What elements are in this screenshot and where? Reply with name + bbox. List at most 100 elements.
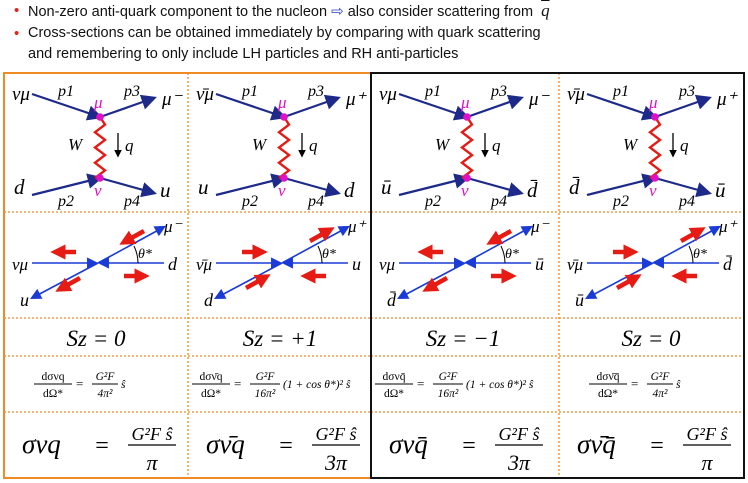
upper-vertex-dot <box>463 113 471 121</box>
dsigma-numerator: dσν̄q <box>200 371 223 383</box>
spin-arrow <box>55 276 82 292</box>
momentum-p3-label: p3 <box>307 83 324 100</box>
bullet-dot-icon: • <box>14 25 20 42</box>
total-numerator: G²F ŝ <box>316 424 358 444</box>
spin-arrow <box>615 274 642 290</box>
total-numerator: G²F ŝ <box>132 424 174 444</box>
lower-vertex-dot <box>463 174 471 182</box>
implies-arrow-icon: ⇨ <box>331 3 344 20</box>
w-boson-propagator <box>93 116 107 179</box>
w-boson-label: W <box>435 135 451 154</box>
outgoing-lepton-line <box>99 94 157 119</box>
rhs-numerator: G²F <box>96 371 116 383</box>
rhs-numerator: G²F <box>651 371 671 383</box>
outgoing-lepton-line <box>466 94 524 119</box>
rhs-angular-factor: ŝ <box>121 379 126 391</box>
cm-scattered-quark-label: d̄ <box>387 290 397 310</box>
spin-arrow <box>679 227 706 243</box>
incoming-quark-label: d̄ <box>569 175 580 199</box>
dsigma-denominator: dΩ* <box>598 388 618 400</box>
cm-incoming-quark-label: d <box>168 254 178 274</box>
total-numerator: G²F ŝ <box>499 424 541 444</box>
incoming-lepton-label: ν̄μ <box>196 84 214 105</box>
bullet-1-tail: also consider scattering from <box>347 4 534 20</box>
scattering-angle-arc <box>133 245 139 264</box>
total-equals-sign: = <box>95 433 109 459</box>
outgoing-quark-line <box>283 176 341 198</box>
momentum-p1-label: p1 <box>424 83 441 100</box>
cm-scattered-quark-label: u <box>20 290 29 310</box>
scattered-lepton-cm-line <box>464 225 533 264</box>
outgoing-quark-label: u <box>160 178 171 202</box>
outgoing-lepton-line <box>654 94 712 119</box>
lower-vertex-label: ν <box>461 181 469 200</box>
sigma-total-label: σνq <box>22 429 61 459</box>
sigma-total-label: σν̄q <box>206 429 245 459</box>
spin-projection-label: Sz = 0 <box>622 326 681 351</box>
incoming-quark-label: ū <box>381 175 392 199</box>
momentum-p4-label: p4 <box>307 193 324 210</box>
upper-vertex-label: μ <box>277 93 287 112</box>
scattered-quark-cm-line <box>30 262 99 300</box>
incoming-lepton-line <box>398 92 470 121</box>
scattering-angle-arc <box>500 245 506 264</box>
total-equals-sign: = <box>650 433 664 459</box>
rhs-denominator: 16π² <box>255 388 276 400</box>
theta-star-label: θ* <box>505 247 519 262</box>
momentum-p2-label: p2 <box>612 193 629 210</box>
incoming-quark-line <box>398 173 470 197</box>
scattered-lepton-cm-line <box>97 225 166 264</box>
incoming-quark-line <box>586 173 658 197</box>
incoming-lepton-line <box>31 92 103 121</box>
rhs-angular-factor: ŝ <box>676 379 681 391</box>
dsigma-numerator: dσνq̄ <box>383 371 406 383</box>
momentum-p4-label: p4 <box>678 193 695 210</box>
bullet-dot-icon: • <box>14 2 20 19</box>
scattering-angle-arc <box>317 245 323 264</box>
incoming-lepton-line <box>586 92 658 121</box>
momentum-q-label: q <box>125 136 134 155</box>
cm-incoming-lepton-label: νμ <box>12 255 28 274</box>
w-boson-label: W <box>68 135 84 154</box>
upper-vertex-dot <box>96 113 104 121</box>
spin-arrow <box>119 229 146 245</box>
lower-vertex-label: ν <box>278 181 286 200</box>
spin-projection-label: Sz = +1 <box>243 326 318 351</box>
cm-scattered-lepton-label: μ⁻ <box>530 217 551 236</box>
dsigma-numerator: dσν̄q̄ <box>597 371 620 383</box>
lower-vertex-dot <box>280 174 288 182</box>
total-denominator: π <box>146 450 158 475</box>
outgoing-lepton-label: μ⁻ <box>161 89 184 110</box>
rhs-numerator: G²F <box>256 371 276 383</box>
total-equals-sign: = <box>279 433 293 459</box>
sigma-total-label: σν̄q̄ <box>577 429 616 459</box>
antiquark-symbol: q <box>541 1 550 20</box>
total-denominator: 3π <box>324 450 348 475</box>
rhs-numerator: G²F <box>439 371 459 383</box>
spin-arrow <box>244 274 271 290</box>
w-boson-label: W <box>623 135 639 154</box>
outgoing-lepton-label: μ⁺ <box>716 89 739 110</box>
outgoing-lepton-label: μ⁺ <box>345 89 368 110</box>
incoming-quark-label: u <box>198 175 209 199</box>
rhs-denominator: 4π² <box>653 388 669 400</box>
scattered-lepton-cm-line <box>281 225 350 264</box>
lower-vertex-dot <box>96 174 104 182</box>
antiquark-group-frame <box>370 72 745 479</box>
theta-star-label: θ* <box>138 247 152 262</box>
incoming-lepton-label: νμ <box>12 84 30 105</box>
theta-star-label: θ* <box>322 247 336 262</box>
upper-vertex-label: μ <box>648 93 658 112</box>
cm-incoming-quark-label: ū <box>535 254 544 274</box>
spin-arrow <box>308 227 335 243</box>
momentum-p1-label: p1 <box>57 83 74 100</box>
bullet-2-line-2: and remembering to only include LH parti… <box>28 46 459 62</box>
total-denominator: 3π <box>507 450 531 475</box>
equals-sign: = <box>417 376 424 391</box>
w-boson-propagator <box>648 116 662 179</box>
scattered-quark-cm-line <box>397 262 466 300</box>
momentum-p3-label: p3 <box>123 83 140 100</box>
incoming-lepton-label: ν̄μ <box>567 84 585 105</box>
dsigma-denominator: dΩ* <box>43 388 63 400</box>
